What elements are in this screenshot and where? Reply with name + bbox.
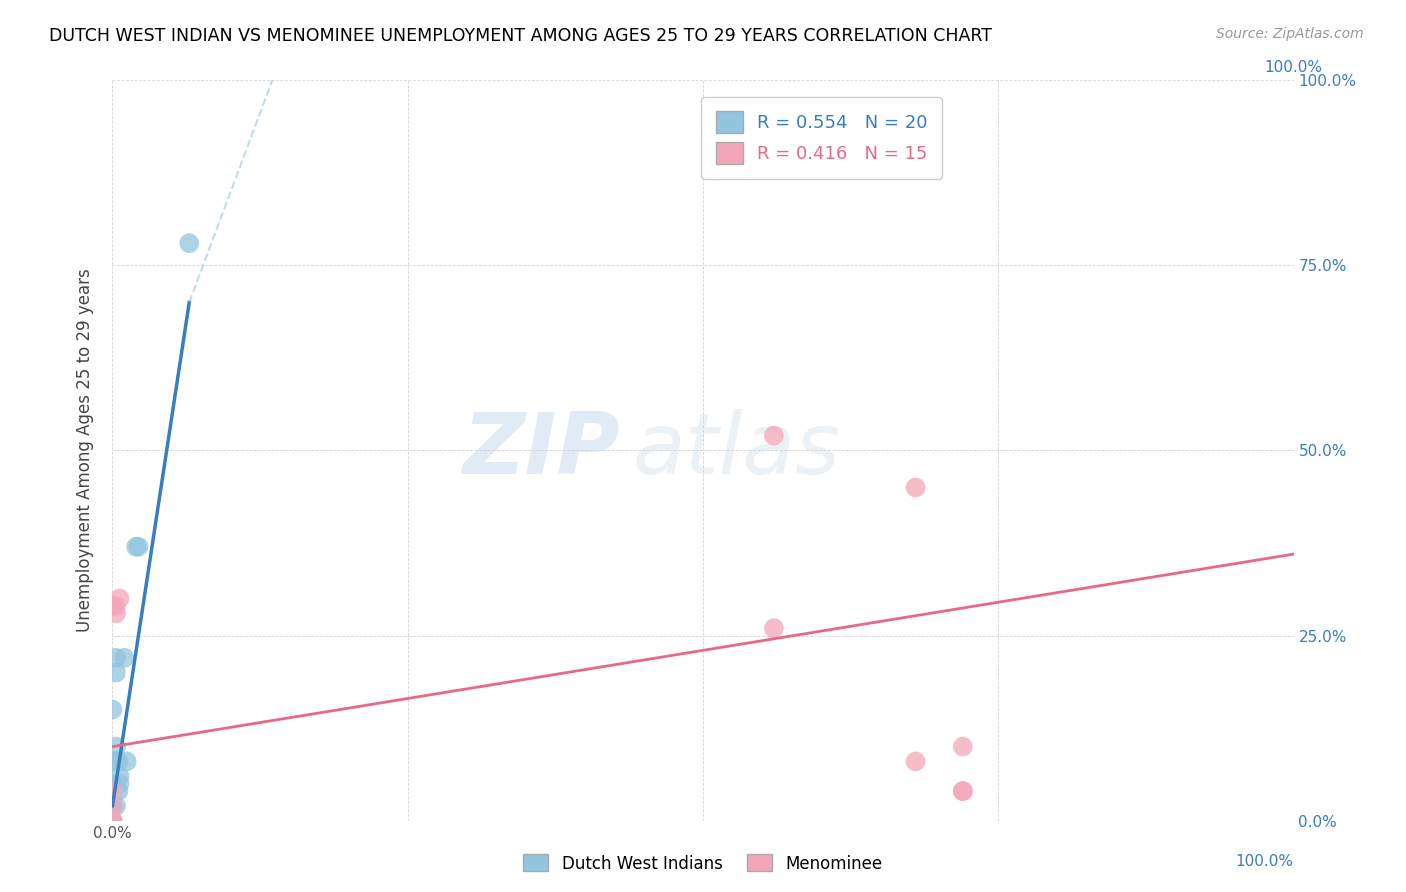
Point	[108, 776, 131, 791]
Point	[105, 650, 128, 665]
Point	[101, 599, 124, 613]
Point	[115, 755, 138, 769]
Point	[952, 739, 974, 754]
Point	[101, 814, 124, 828]
Point	[108, 769, 131, 783]
Point	[105, 607, 128, 621]
Point	[105, 739, 128, 754]
Point	[105, 665, 128, 680]
Point	[101, 784, 124, 798]
Point	[127, 540, 149, 554]
Legend: R = 0.554   N = 20, R = 0.416   N = 15: R = 0.554 N = 20, R = 0.416 N = 15	[702, 96, 942, 178]
Point	[101, 798, 124, 813]
Point	[952, 784, 974, 798]
Text: atlas: atlas	[633, 409, 841, 492]
Point	[112, 650, 135, 665]
Point	[105, 798, 128, 813]
Point	[107, 755, 129, 769]
Point	[762, 428, 785, 442]
Point	[101, 755, 124, 769]
Point	[108, 591, 131, 606]
Point	[101, 776, 124, 791]
Point	[101, 798, 124, 813]
Text: Source: ZipAtlas.com: Source: ZipAtlas.com	[1216, 27, 1364, 41]
Y-axis label: Unemployment Among Ages 25 to 29 years: Unemployment Among Ages 25 to 29 years	[76, 268, 94, 632]
Text: ZIP: ZIP	[463, 409, 620, 492]
Point	[101, 814, 124, 828]
Legend: Dutch West Indians, Menominee: Dutch West Indians, Menominee	[516, 847, 890, 880]
Point	[904, 480, 927, 494]
Point	[101, 798, 124, 813]
Point	[952, 784, 974, 798]
Point	[105, 755, 128, 769]
Point	[107, 784, 129, 798]
Point	[762, 621, 785, 635]
Text: DUTCH WEST INDIAN VS MENOMINEE UNEMPLOYMENT AMONG AGES 25 TO 29 YEARS CORRELATIO: DUTCH WEST INDIAN VS MENOMINEE UNEMPLOYM…	[49, 27, 993, 45]
Point	[904, 755, 927, 769]
Point	[125, 540, 148, 554]
Point	[101, 703, 124, 717]
Point	[101, 814, 124, 828]
Point	[105, 599, 128, 613]
Point	[179, 236, 201, 251]
Text: 100.0%: 100.0%	[1236, 854, 1294, 869]
